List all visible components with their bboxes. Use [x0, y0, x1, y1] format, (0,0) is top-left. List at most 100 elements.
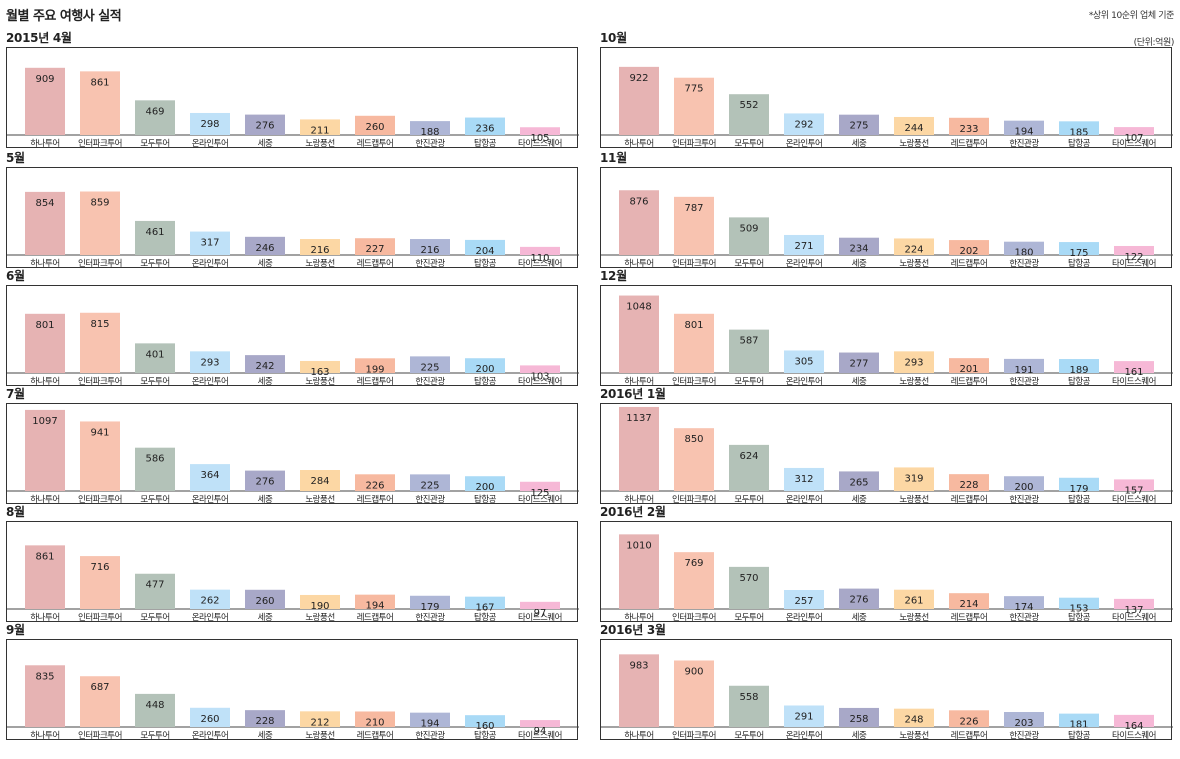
category-label: 온라인투어 [786, 494, 823, 505]
chart-frame: 909 하나투어 861 인터파크투어 469 모두투어 298 온라인투어 276 세중 211 노… [6, 47, 579, 149]
category-label: 온라인투어 [786, 258, 823, 269]
category-label: 하나투어 [30, 494, 59, 505]
bar-chart: 1010 하나투어 769 인터파크투어 570 모두투어 257 온라인투어 276 세중 261… [601, 534, 1173, 623]
category-label: 세중 [852, 731, 867, 741]
data-label: 180 [1014, 248, 1033, 259]
data-label: 876 [629, 196, 648, 207]
category-label: 레드캡투어 [357, 730, 394, 741]
bar [190, 707, 230, 727]
bar [300, 470, 340, 491]
category-label: 탑항공 [474, 258, 497, 269]
bar-chart: 1137 하나투어 850 인터파크투어 624 모두투어 312 온라인투어 265 세중 319… [601, 406, 1173, 505]
category-label: 탑항공 [474, 138, 497, 149]
category-label: 탑항공 [474, 376, 497, 387]
bar [355, 358, 395, 373]
data-label: 261 [904, 596, 923, 607]
bar [25, 67, 65, 135]
category-label: 하나투어 [624, 258, 653, 269]
chart-panel: 10월 922 하나투어 775 인터파크투어 552 모두투어 292 온라인투어 275 세중 2… [600, 31, 1174, 150]
bar [135, 573, 175, 609]
bar [410, 121, 450, 135]
category-label: 한진관광 [1009, 612, 1039, 623]
data-label: 260 [365, 122, 384, 133]
data-label: 157 [1124, 485, 1143, 496]
bar [80, 556, 120, 609]
data-label: 94 [534, 726, 547, 737]
chart-frame: 1010 하나투어 769 인터파크투어 570 모두투어 257 온라인투어 276 세중 261… [600, 521, 1173, 623]
data-label: 122 [1124, 252, 1143, 263]
category-label: 하나투어 [30, 376, 59, 387]
category-label: 한진관광 [415, 138, 445, 149]
category-label: 탑항공 [474, 494, 497, 505]
chart-frame: 835 하나투어 687 인터파크투어 448 모두투어 260 온라인투어 228 세중 212 노… [6, 639, 579, 741]
data-label: 167 [475, 603, 494, 614]
data-label: 275 [849, 121, 868, 132]
data-label: 216 [310, 245, 329, 256]
category-label: 레드캡투어 [357, 258, 394, 269]
data-label: 160 [475, 721, 494, 732]
data-label: 284 [310, 476, 329, 487]
data-label: 163 [310, 367, 329, 378]
category-label: 온라인투어 [192, 138, 229, 149]
bar [520, 365, 560, 373]
data-label: 469 [145, 106, 164, 117]
category-label: 탑항공 [1068, 612, 1091, 623]
data-label: 248 [904, 715, 923, 726]
category-label: 온라인투어 [786, 730, 823, 741]
data-label: 257 [794, 596, 813, 607]
data-label: 179 [420, 602, 439, 613]
bar [1114, 245, 1154, 255]
data-label: 276 [255, 477, 274, 488]
data-label: 211 [310, 125, 329, 136]
bar [1004, 596, 1044, 609]
bar [465, 476, 505, 491]
category-label: 온라인투어 [192, 494, 229, 505]
bar [894, 589, 934, 609]
category-label: 노랑풍선 [305, 494, 334, 505]
bar [839, 237, 879, 255]
category-label: 하나투어 [624, 612, 653, 623]
bar [784, 590, 824, 609]
bar [465, 715, 505, 727]
data-label: 552 [739, 100, 758, 111]
chart-title: 12월 [600, 269, 627, 283]
category-label: 레드캡투어 [951, 376, 988, 387]
bar [1004, 241, 1044, 255]
category-label: 세중 [258, 613, 273, 623]
bar [25, 409, 65, 491]
bar [520, 601, 560, 609]
category-label: 세중 [258, 731, 273, 741]
category-label: 타이드스퀘어 [1112, 730, 1156, 741]
data-label: 558 [739, 692, 758, 703]
chart-frame: 801 하나투어 815 인터파크투어 401 모두투어 293 온라인투어 242 세중 163 노… [6, 285, 579, 387]
data-label: 194 [420, 719, 439, 730]
bar [465, 358, 505, 373]
data-label: 228 [255, 716, 274, 727]
category-label: 하나투어 [30, 258, 59, 269]
data-label: 189 [1069, 365, 1088, 376]
bar [674, 313, 714, 373]
category-label: 타이드스퀘어 [518, 258, 562, 269]
category-label: 레드캡투어 [951, 138, 988, 149]
category-label: 하나투어 [624, 376, 653, 387]
bar [729, 329, 769, 373]
data-label: 164 [1124, 721, 1143, 732]
category-label: 인터파크투어 [78, 258, 122, 269]
data-label: 125 [530, 488, 549, 499]
bar [520, 127, 560, 135]
bar [1059, 242, 1099, 255]
category-label: 인터파크투어 [78, 612, 122, 623]
bar [25, 665, 65, 727]
category-label: 온라인투어 [786, 138, 823, 149]
chart-panel: 2016년 3월 983 하나투어 900 인터파크투어 558 모두투어 291 온라인투어 2… [600, 623, 1174, 742]
chart-title: 10월 [600, 31, 627, 45]
data-label: 260 [200, 714, 219, 725]
category-label: 탑항공 [1068, 258, 1091, 269]
data-label: 203 [1014, 718, 1033, 729]
bar-chart: 983 하나투어 900 인터파크투어 558 모두투어 291 온라인투어 258 세중 248 노… [601, 654, 1173, 741]
data-label: 941 [90, 427, 109, 438]
bar [80, 71, 120, 135]
data-label: 188 [420, 127, 439, 138]
bar [245, 236, 285, 255]
bar [784, 234, 824, 255]
